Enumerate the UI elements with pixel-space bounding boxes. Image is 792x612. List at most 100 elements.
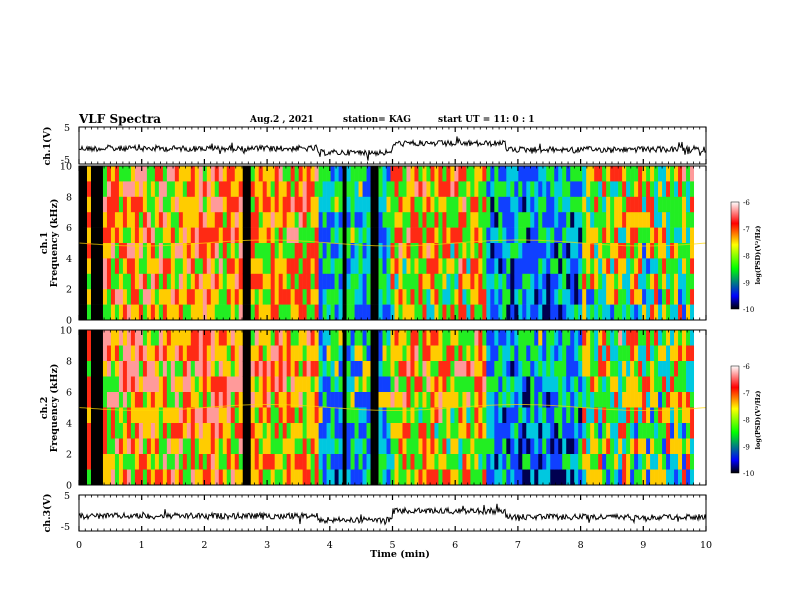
spectrogram-cell xyxy=(574,166,579,182)
spectrogram-cell xyxy=(130,289,136,305)
spectrogram-cell xyxy=(390,438,395,455)
spectrogram-cell xyxy=(562,392,567,408)
spectrogram-cell xyxy=(286,361,291,377)
spectrogram-cell xyxy=(578,345,583,362)
spectrogram-cell xyxy=(378,289,383,305)
spectrogram-cell xyxy=(658,392,663,408)
spectrogram-cell xyxy=(526,243,531,259)
spectrogram-cell xyxy=(594,469,599,486)
spectrogram-cell xyxy=(686,407,691,424)
spectrogram-cell xyxy=(310,330,315,346)
spectrogram-cell xyxy=(202,376,208,393)
spectrogram-cell xyxy=(438,227,443,244)
spectrogram-cell xyxy=(610,407,615,424)
spectrogram-cell xyxy=(82,361,88,377)
spectrogram-cell xyxy=(506,407,511,424)
spectrogram-cell xyxy=(542,438,547,455)
spectrogram-cell xyxy=(150,166,156,182)
spectrogram-cell xyxy=(602,423,607,439)
spectrogram-cell xyxy=(182,289,188,305)
spectrogram-cell xyxy=(486,392,491,408)
spectrogram-cell xyxy=(94,407,100,424)
spectrogram-cell xyxy=(326,454,331,470)
spectrogram-cell xyxy=(386,243,391,259)
spectrogram-cell xyxy=(570,258,575,275)
spectrogram-cell xyxy=(426,273,431,290)
spectrogram-cell xyxy=(86,376,92,393)
spectrogram-cell xyxy=(346,330,351,346)
time-axis-ticks: 0 1 2 3 4 5 6 7 8 9 10 xyxy=(76,127,712,551)
spectrogram-cell xyxy=(186,469,192,486)
ch2-spectrogram-ylabel-channel: ch.2 xyxy=(39,397,50,420)
spectrogram-cell xyxy=(278,227,283,244)
spectrogram-cell xyxy=(562,166,567,182)
spectrogram-cell xyxy=(118,330,124,346)
spectrogram-cell xyxy=(222,345,228,362)
spectrogram-cell xyxy=(478,166,483,182)
spectrogram-cell xyxy=(214,438,220,455)
spectrogram-cell xyxy=(178,438,184,455)
spectrogram-cell xyxy=(434,273,439,290)
spectrogram-cell xyxy=(178,361,184,377)
spectrogram-cell xyxy=(190,361,196,377)
spectrogram-cell xyxy=(566,258,571,275)
spectrogram-cell xyxy=(478,181,483,198)
spectrogram-cell xyxy=(166,392,172,408)
spectrogram-cell xyxy=(630,304,635,321)
spectrogram-cell xyxy=(374,243,379,259)
spectrogram-cell xyxy=(374,345,379,362)
spectrogram-cell xyxy=(310,423,315,439)
spectrogram-cell xyxy=(82,454,88,470)
spectrogram-cell xyxy=(494,407,499,424)
spectrogram-cell xyxy=(190,438,196,455)
spectrogram-cell xyxy=(570,212,575,228)
spectrogram-cell xyxy=(558,345,563,362)
spectrogram-cell xyxy=(294,438,299,455)
spectrogram-cell xyxy=(586,227,591,244)
spectrogram-cell xyxy=(518,361,523,377)
spectrogram-cell xyxy=(102,454,108,470)
spectrogram-cell xyxy=(506,304,511,321)
spectrogram-cell xyxy=(462,330,467,346)
spectrogram-cell xyxy=(402,438,407,455)
spectrogram-cell xyxy=(474,345,479,362)
spectrogram-cell xyxy=(238,166,244,182)
spectrogram-cell xyxy=(162,289,168,305)
spectrogram-cell xyxy=(450,289,455,305)
spectrogram-cell xyxy=(558,212,563,228)
spectrogram-cell xyxy=(430,243,435,259)
spectrogram-cell xyxy=(618,243,623,259)
spectrogram-cell xyxy=(266,196,271,213)
spectrogram-cell xyxy=(122,469,128,486)
spectrogram-cell xyxy=(150,361,156,377)
spectrogram-cell xyxy=(654,212,659,228)
spectrogram-cell xyxy=(126,273,132,290)
spectrogram-cell xyxy=(602,361,607,377)
spectrogram-cell xyxy=(462,273,467,290)
spectrogram-cell xyxy=(474,304,479,321)
spectrogram-cell xyxy=(518,407,523,424)
spectrogram-cell xyxy=(686,361,691,377)
spectrogram-cell xyxy=(338,289,343,305)
spectrogram-cell xyxy=(166,227,172,244)
spectrogram-cell xyxy=(662,423,667,439)
spectrogram-cell xyxy=(94,345,100,362)
spectrogram-cell xyxy=(79,361,84,377)
spectrogram-cell xyxy=(526,273,531,290)
spectrogram-cell xyxy=(626,376,631,393)
spectrogram-cell xyxy=(482,289,487,305)
spectrogram-cell xyxy=(602,181,607,198)
spectrogram-cell xyxy=(418,304,423,321)
spectrogram-cell xyxy=(430,196,435,213)
spectrogram-cell xyxy=(270,469,275,486)
spectrogram-cell xyxy=(314,376,319,393)
spectrogram-cell xyxy=(698,196,703,213)
spectrogram-cell xyxy=(302,212,307,228)
spectrogram-cell xyxy=(79,345,84,362)
spectrogram-cell xyxy=(454,181,459,198)
spectrogram-cell xyxy=(594,227,599,244)
spectrogram-cell xyxy=(126,469,132,486)
spectrogram-cell xyxy=(254,469,260,486)
spectrogram-cell xyxy=(142,258,148,275)
spectrogram-cell xyxy=(678,361,683,377)
